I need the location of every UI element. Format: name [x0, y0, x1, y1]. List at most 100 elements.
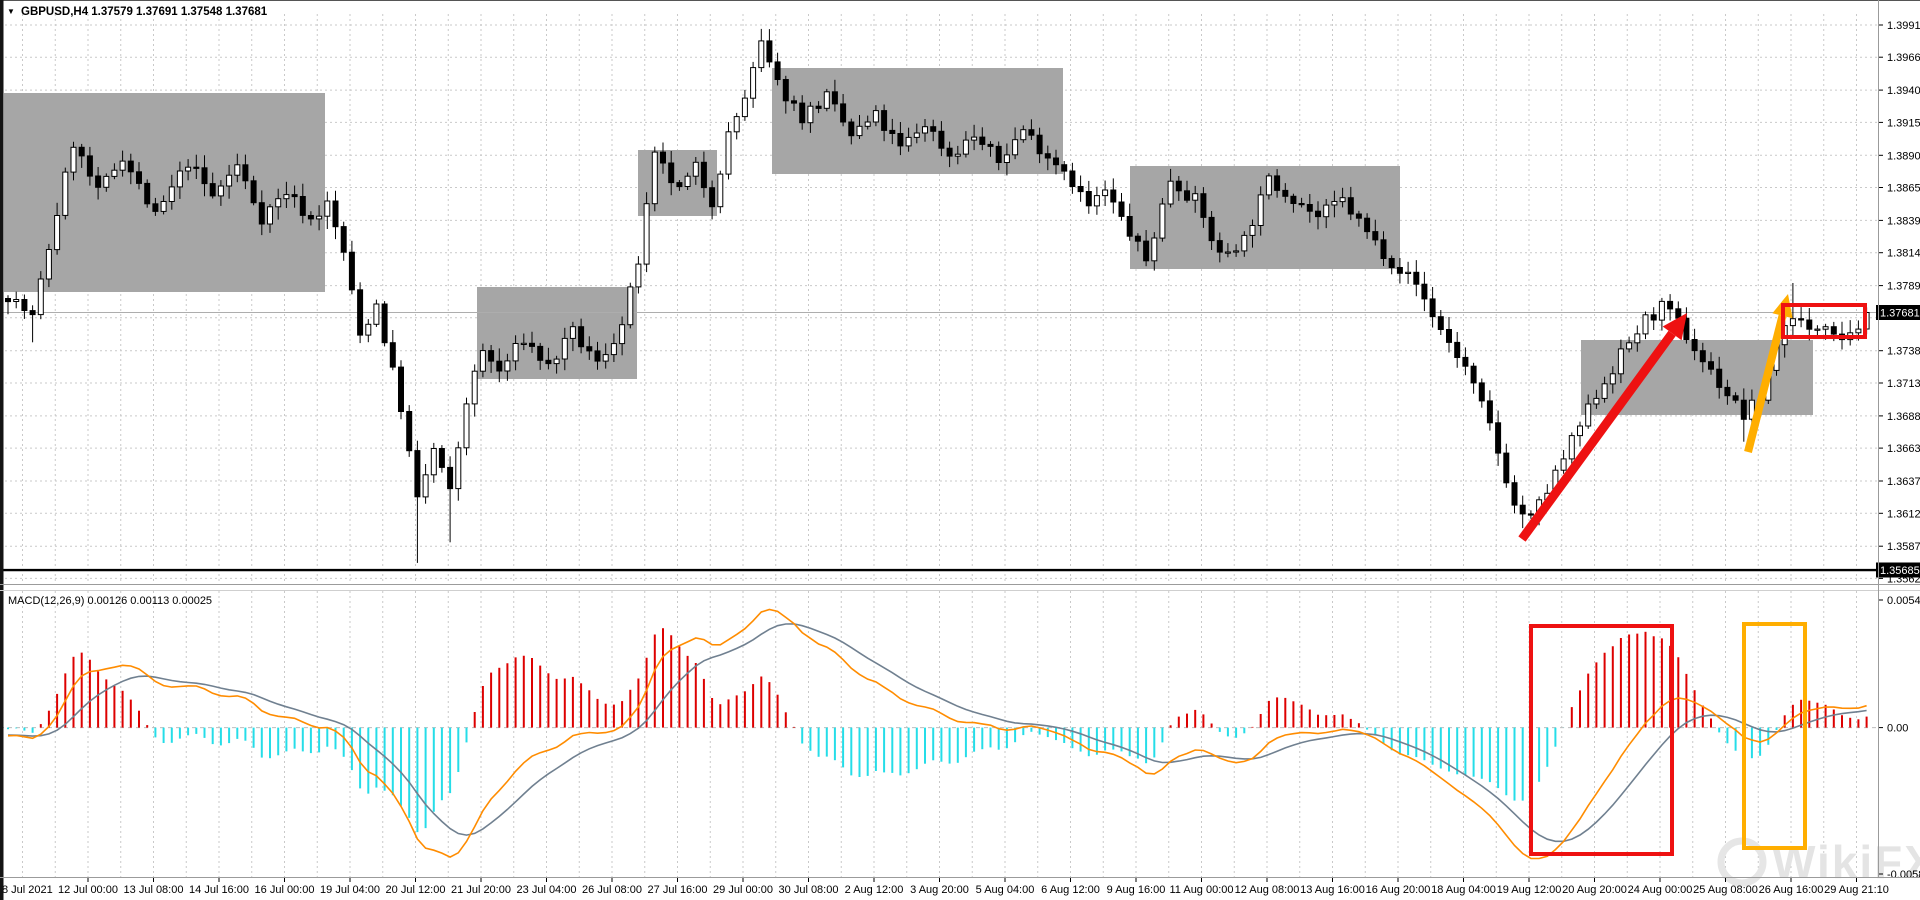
candle-body [1486, 400, 1493, 424]
candle-body [1716, 368, 1723, 388]
time-axis-label: 19 Jul 04:00 [320, 884, 380, 896]
candle-body [1192, 193, 1199, 201]
candle-body [512, 343, 519, 362]
candle-body [553, 358, 560, 365]
candle-body [1257, 194, 1264, 226]
candle-body [1167, 180, 1174, 205]
candle-body [136, 171, 142, 184]
candle-body [545, 359, 552, 365]
time-axis-label: 14 Jul 16:00 [189, 884, 249, 896]
candle-body [1642, 314, 1649, 335]
price-axis-label: 1.36880 [1887, 411, 1920, 423]
candle-body [1855, 328, 1862, 334]
candle-body [152, 203, 159, 212]
candle-body [250, 180, 257, 204]
consolidation-zone[interactable] [4, 93, 325, 292]
candle-body [897, 133, 904, 147]
candle-body [1151, 237, 1158, 262]
candle-body [1585, 403, 1592, 427]
candle-body [1069, 170, 1076, 187]
time-axis-label: 20 Aug 20:00 [1562, 884, 1627, 896]
candle-body [185, 166, 192, 172]
macd-indicator-label: MACD(12,26,9) 0.00126 0.00113 0.00025 [8, 595, 212, 607]
candle-body [1822, 326, 1829, 330]
yellow-trend-arrow-shaft[interactable] [1744, 314, 1787, 453]
price-axis-label: 1.38650 [1887, 183, 1920, 195]
candle-body [1527, 513, 1534, 516]
price-marker-box [1876, 305, 1920, 320]
candle-body [1454, 341, 1461, 358]
candle-body [733, 116, 740, 133]
candle-body [643, 203, 650, 265]
candle-body [1396, 267, 1403, 274]
candle-body [447, 466, 454, 490]
candle-body [438, 448, 445, 468]
candle-body [1224, 251, 1231, 254]
time-axis-label: 8 Jul 2021 [2, 884, 53, 896]
candle-body [1077, 186, 1084, 193]
candle-body [226, 174, 233, 187]
time-axis-label: 21 Jul 20:00 [451, 884, 511, 896]
candle-body [1200, 193, 1207, 218]
candle-body [119, 160, 126, 171]
red-trend-arrow-head[interactable] [1662, 313, 1687, 341]
price-axis-label: 1.39660 [1887, 52, 1920, 64]
candle-body [635, 263, 642, 288]
time-axis[interactable]: 8 Jul 2021 12 Jul 00:00 13 Jul 08:00 14 Jul… [2, 878, 1889, 896]
candle-body [864, 121, 871, 127]
candle-body [54, 215, 61, 251]
red-highlight-box-macd[interactable] [1529, 624, 1674, 856]
candle-body [1732, 395, 1739, 401]
candle-body [1290, 195, 1297, 205]
price-axis-label: 1.36375 [1887, 476, 1920, 488]
symbol-dropdown-icon[interactable]: ▼ [7, 7, 15, 16]
candle-body [954, 153, 961, 157]
consolidation-zone[interactable] [772, 68, 1063, 174]
candle-body [1216, 240, 1223, 253]
candle-body [414, 450, 421, 498]
candle-body [725, 131, 732, 175]
candle-body [520, 342, 527, 345]
candle-body [471, 370, 478, 405]
candle-body [1028, 129, 1035, 136]
candle-body [766, 40, 773, 63]
candle-body [1323, 204, 1330, 218]
candle-body [340, 226, 347, 253]
time-axis-label: 19 Aug 12:00 [1497, 884, 1562, 896]
candle-body [1347, 197, 1354, 215]
candle-body [684, 175, 691, 187]
candle-body [602, 354, 609, 362]
red-highlight-box-price[interactable] [1781, 303, 1867, 339]
red-trend-arrow-shaft[interactable] [1518, 330, 1676, 542]
candle-body [594, 350, 601, 362]
candle-body [201, 167, 208, 185]
candle-body [529, 342, 535, 347]
candle-body [1012, 139, 1019, 156]
red-trend-arrow[interactable] [1518, 313, 1687, 542]
price-axis[interactable]: 1.39910 1.39660 1.39405 1.39155 1.38900 1.386… [1876, 20, 1920, 881]
candle-body [930, 126, 937, 132]
candle-body [1233, 250, 1240, 253]
candle-body [176, 170, 183, 188]
candle-body [365, 323, 372, 336]
candle-body [569, 326, 576, 339]
candle-body [1339, 197, 1346, 203]
candle-body [1519, 504, 1526, 515]
candle-body [717, 173, 724, 208]
candle-body [741, 97, 748, 118]
yellow-highlight-box-macd[interactable] [1742, 622, 1807, 850]
candle-body [373, 303, 380, 325]
candle-body [1405, 271, 1412, 274]
candle-body [1470, 365, 1477, 384]
candle-body [692, 161, 699, 177]
price-axis-label: 1.38900 [1887, 150, 1920, 162]
candle-body [422, 474, 429, 498]
consolidation-zone[interactable] [1130, 166, 1400, 269]
candle-body [1748, 399, 1755, 420]
time-axis-label: 9 Aug 16:00 [1107, 884, 1166, 896]
macd-grid [0, 591, 1878, 877]
candle-body [1617, 348, 1624, 375]
candle-body [971, 136, 978, 141]
